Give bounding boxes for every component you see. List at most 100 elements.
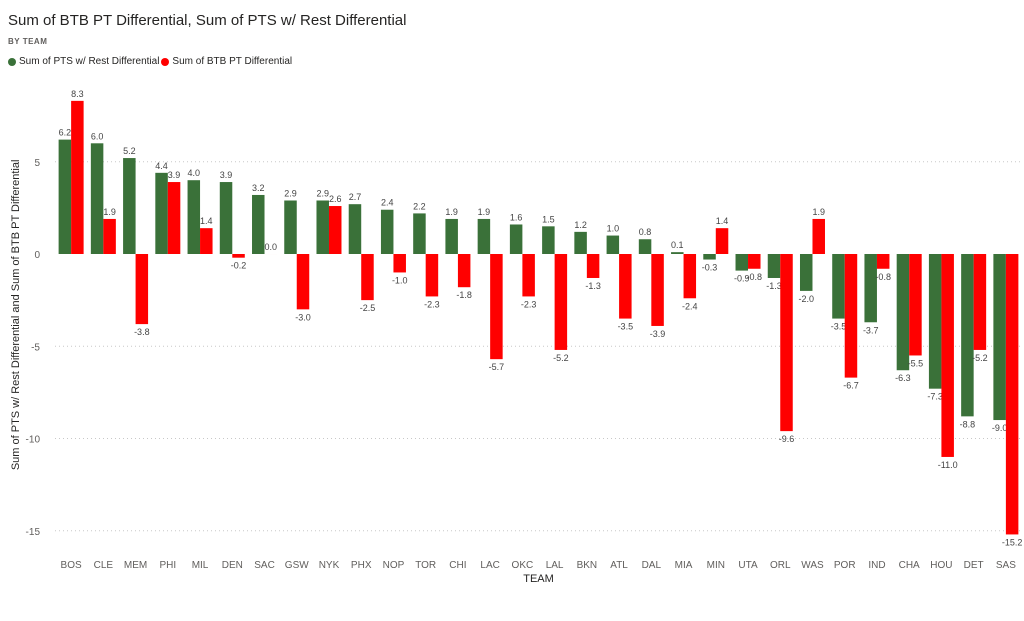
data-label-btb: -5.7: [489, 362, 505, 372]
bar-rest[interactable]: [993, 254, 1006, 421]
data-label-btb: -0.8: [747, 272, 763, 282]
bar-rest[interactable]: [380, 209, 394, 254]
x-tick-label: POR: [834, 560, 856, 571]
bar-btb[interactable]: [554, 254, 568, 350]
y-tick-label: -15: [26, 527, 41, 538]
data-label-rest: 1.9: [445, 207, 458, 217]
data-label-rest: 5.2: [123, 146, 136, 156]
bar-btb[interactable]: [973, 254, 987, 350]
bar-rest[interactable]: [58, 139, 72, 254]
bar-btb[interactable]: [328, 206, 342, 254]
bar-btb[interactable]: [200, 228, 213, 254]
bar-btb[interactable]: [812, 218, 825, 254]
bar-btb[interactable]: [296, 254, 310, 310]
bar-btb[interactable]: [586, 254, 600, 278]
bar-rest[interactable]: [735, 254, 749, 271]
data-label-btb: -11.0: [938, 460, 958, 470]
bar-rest[interactable]: [155, 172, 168, 254]
bar-rest[interactable]: [413, 213, 426, 254]
x-tick-label: MIA: [675, 560, 693, 571]
bar-btb[interactable]: [135, 254, 149, 325]
bar-rest[interactable]: [864, 254, 877, 323]
bar-rest[interactable]: [606, 235, 620, 254]
data-label-btb: -1.3: [585, 281, 601, 291]
bar-btb[interactable]: [619, 254, 632, 319]
bar-rest[interactable]: [252, 194, 265, 254]
bar-rest[interactable]: [671, 252, 684, 254]
bar-btb[interactable]: [490, 254, 503, 360]
bar-rest[interactable]: [896, 254, 910, 371]
data-label-btb: 1.9: [103, 207, 116, 217]
data-label-rest: -3.7: [863, 325, 879, 335]
bar-rest[interactable]: [542, 226, 555, 254]
data-label-btb: -2.5: [360, 303, 376, 313]
data-label-rest: -1.3: [766, 281, 782, 291]
x-tick-label: CHA: [899, 560, 920, 571]
bar-rest[interactable]: [316, 200, 329, 254]
bar-rest[interactable]: [638, 239, 652, 254]
bar-btb[interactable]: [1005, 254, 1019, 535]
data-label-btb: -5.5: [908, 358, 924, 368]
bar-btb[interactable]: [683, 254, 697, 299]
bar-btb[interactable]: [780, 254, 793, 432]
bar-rest[interactable]: [799, 254, 813, 291]
bar-rest[interactable]: [928, 254, 942, 389]
data-label-rest: -2.0: [798, 294, 814, 304]
data-label-rest: 3.2: [252, 183, 265, 193]
bar-btb[interactable]: [103, 218, 116, 254]
bar-btb[interactable]: [232, 254, 245, 258]
bar-btb[interactable]: [361, 254, 374, 301]
bar-rest[interactable]: [445, 218, 458, 254]
x-axis-title: TEAM: [523, 573, 554, 585]
x-tick-label: PHX: [351, 560, 372, 571]
bar-btb[interactable]: [941, 254, 954, 457]
bar-btb[interactable]: [522, 254, 535, 297]
bar-rest[interactable]: [90, 143, 104, 254]
bar-btb[interactable]: [393, 254, 406, 273]
data-label-btb: -15.2: [1002, 537, 1023, 547]
bar-btb[interactable]: [71, 100, 84, 255]
data-label-btb: -2.4: [682, 301, 698, 311]
bar-rest[interactable]: [219, 182, 233, 254]
data-label-rest: -9.0: [992, 423, 1008, 433]
bar-rest[interactable]: [767, 254, 781, 278]
y-tick-label: -5: [31, 342, 40, 353]
chart-subtitle: BY TEAM: [8, 37, 48, 46]
legend-item-btb[interactable]: Sum of BTB PT Differential: [161, 56, 292, 67]
data-label-btb: -2.3: [521, 299, 537, 309]
bar-rest[interactable]: [123, 158, 136, 254]
x-tick-label: CLE: [94, 560, 114, 571]
data-label-btb: -0.8: [875, 272, 891, 282]
bar-btb[interactable]: [876, 254, 890, 269]
bar-rest[interactable]: [703, 254, 716, 260]
bar-btb[interactable]: [167, 182, 181, 254]
bar-rest[interactable]: [832, 254, 845, 319]
data-label-rest: 6.0: [91, 131, 104, 141]
bar-btb[interactable]: [715, 228, 729, 254]
data-label-rest: -0.3: [702, 263, 718, 273]
y-tick-label: -10: [26, 435, 41, 446]
bar-btb[interactable]: [457, 254, 471, 288]
data-label-rest: 1.0: [607, 224, 620, 234]
bar-btb[interactable]: [909, 254, 922, 356]
bar-btb[interactable]: [844, 254, 858, 378]
bar-btb[interactable]: [425, 254, 439, 297]
bar-rest[interactable]: [961, 254, 974, 417]
bar-rest[interactable]: [348, 204, 362, 254]
bar-rest[interactable]: [574, 231, 587, 254]
legend-item-rest[interactable]: Sum of PTS w/ Rest Differential: [8, 56, 159, 67]
data-label-btb: -1.8: [456, 290, 472, 300]
bar-btb[interactable]: [651, 254, 664, 326]
bar-btb[interactable]: [748, 254, 761, 269]
legend-label-btb: Sum of BTB PT Differential: [172, 56, 293, 67]
data-label-rest: 1.5: [542, 214, 555, 224]
x-tick-label: OKC: [512, 560, 534, 571]
bar-rest[interactable]: [187, 180, 201, 254]
bar-rest[interactable]: [509, 224, 523, 254]
x-tick-label: DAL: [642, 560, 662, 571]
bar-rest[interactable]: [477, 218, 491, 254]
x-tick-label: PHI: [159, 560, 176, 571]
bar-rest[interactable]: [284, 200, 297, 254]
data-label-btb: 2.6: [329, 194, 342, 204]
